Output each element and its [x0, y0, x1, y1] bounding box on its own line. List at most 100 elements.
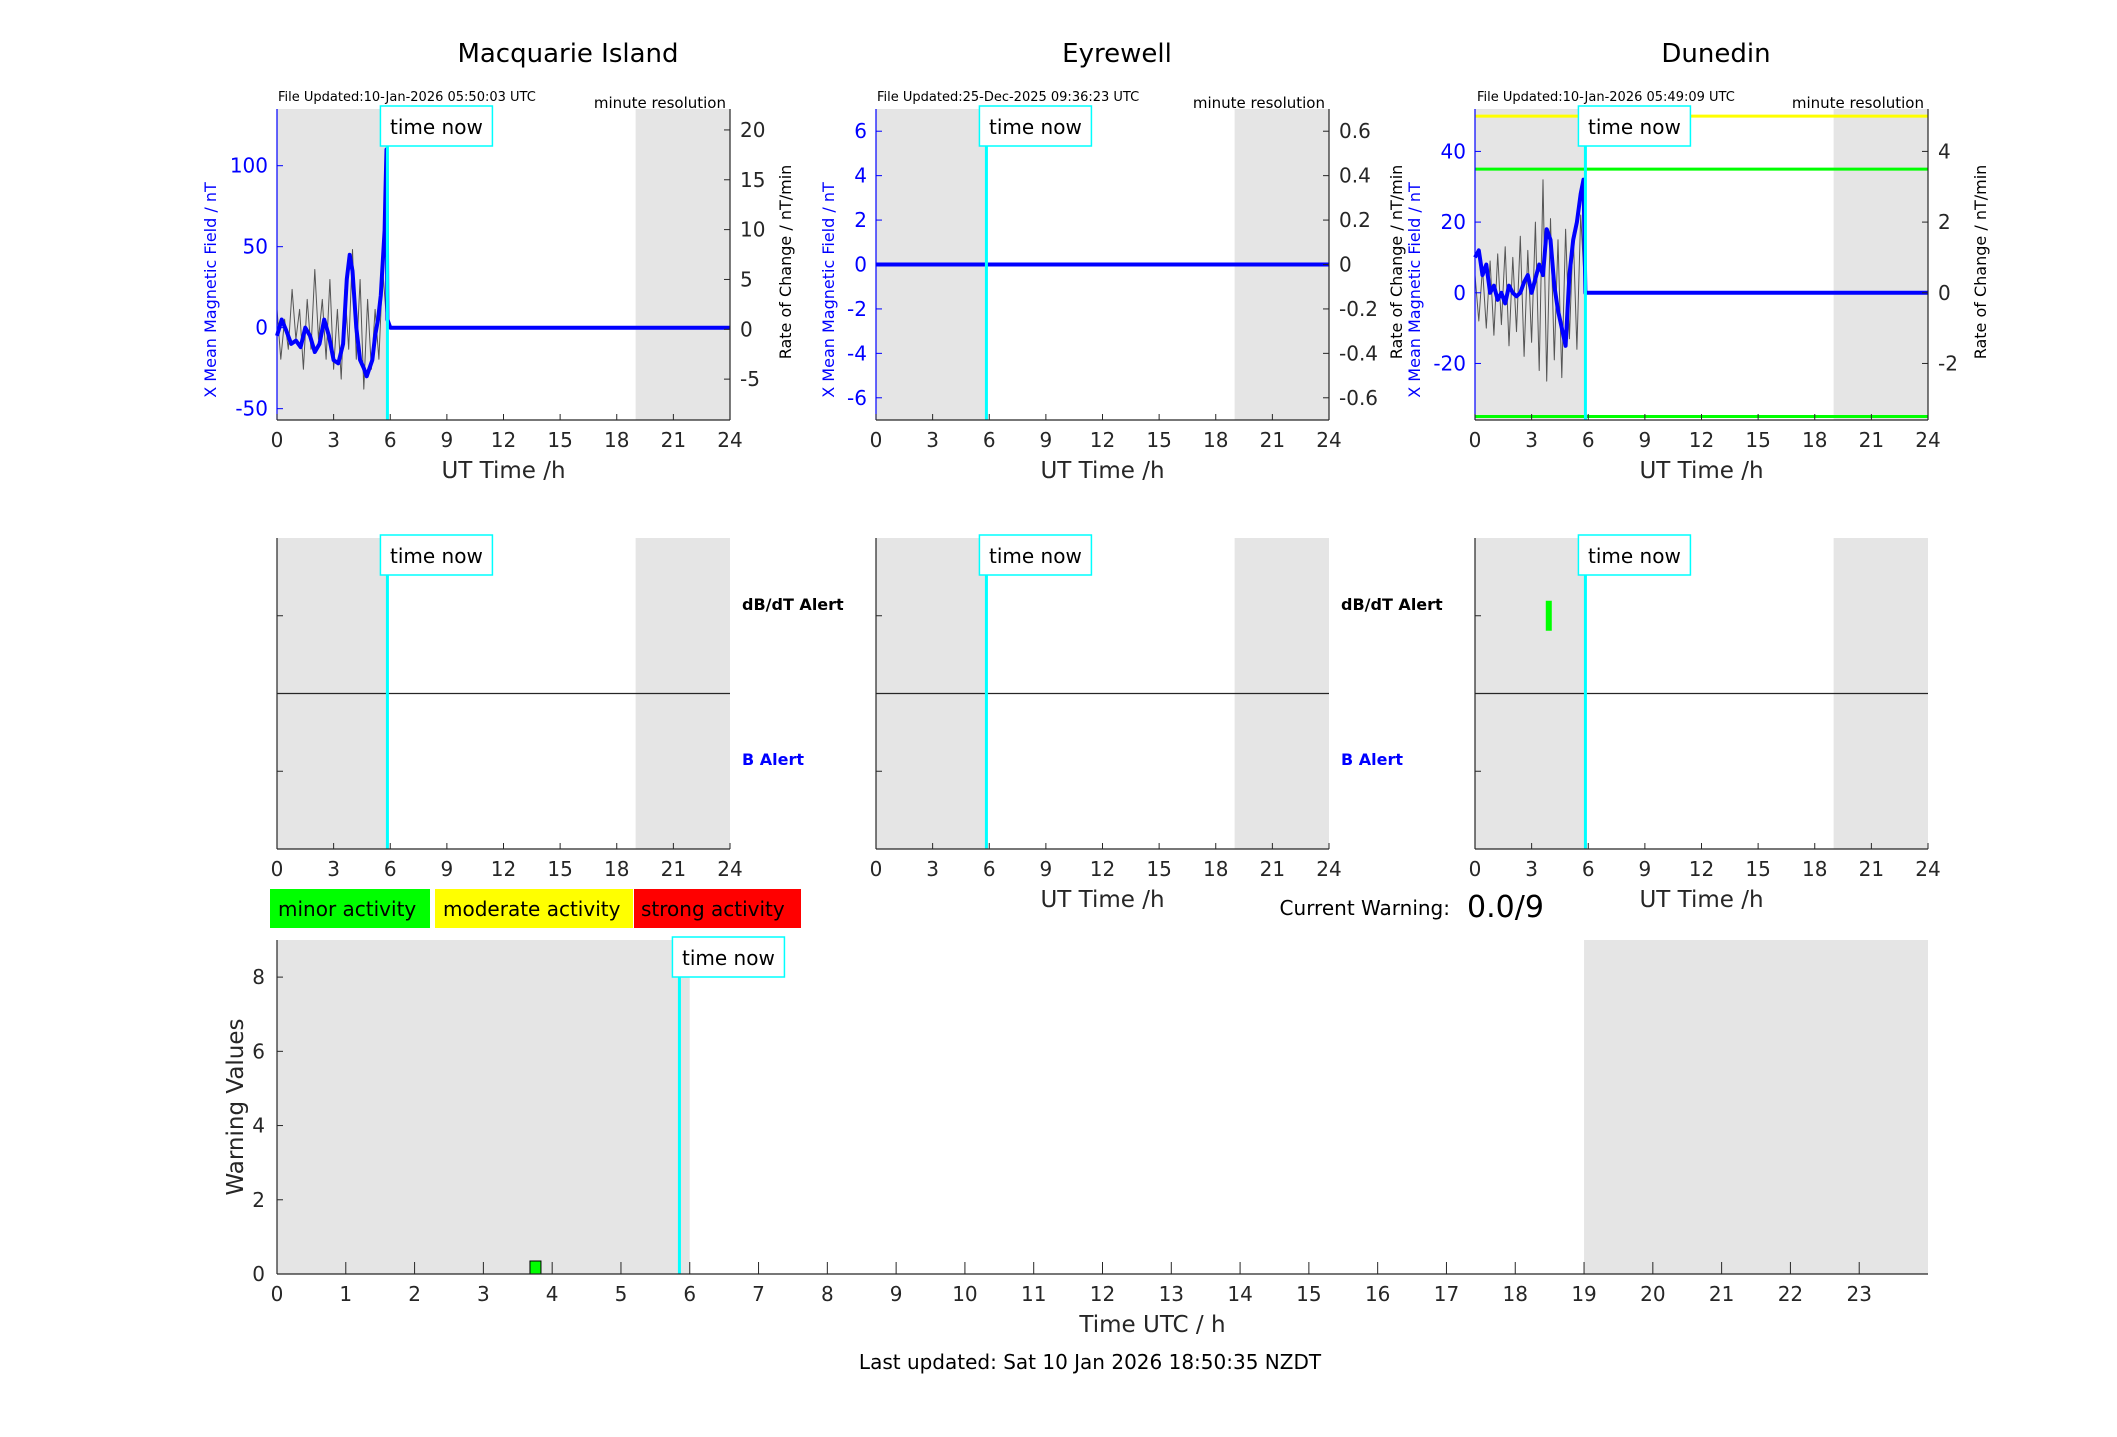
time-now-box	[1577, 534, 1692, 576]
left-axis-labels: X Mean Magnetic Field / nT X Mean Magnet…	[201, 182, 1424, 398]
x-tick-label: 15	[1146, 857, 1171, 881]
night-shading-band	[1475, 109, 1585, 420]
left-y-tick-label: 4	[854, 164, 867, 188]
night-shading-layer	[277, 109, 1928, 1274]
right-y-tick-label: 15	[740, 168, 765, 192]
x-tick-label: 17	[1434, 1282, 1459, 1306]
x-tick-label: 0	[870, 857, 883, 881]
rate-of-change-series	[1474, 179, 1585, 382]
left-y-tick-label: 50	[243, 235, 268, 259]
x-tick-label: 21	[1709, 1282, 1734, 1306]
right-y-tick-label: -2	[1938, 351, 1958, 375]
x-tick-label: 3	[1525, 857, 1538, 881]
right-y-tick-label: 10	[740, 218, 765, 242]
time-now-box	[978, 534, 1093, 576]
panel-title: Dunedin	[1661, 39, 1770, 69]
x-tick-label: 9	[441, 857, 454, 881]
right-y-tick-label: 5	[740, 267, 753, 291]
x-tick-label: 3	[327, 428, 340, 452]
x-tick-label: 3	[477, 1282, 490, 1306]
x-tick-label: 9	[441, 428, 454, 452]
x-axis-title: UT Time /h	[1040, 458, 1164, 484]
x-tick-label: 1	[339, 1282, 352, 1306]
x-tick-label: 24	[717, 428, 742, 452]
x-tick-label: 15	[547, 428, 572, 452]
left-y-tick-label: 0	[255, 316, 268, 340]
alert-row-labels: dB/dT Alert B Alert dB/dT Alert B Alert	[742, 595, 1443, 769]
resolution-label: minute resolution	[1792, 94, 1924, 112]
x-tick-label: 9	[1040, 428, 1053, 452]
legend-swatch-moderate	[435, 889, 633, 928]
x-tick-label: 24	[1915, 428, 1940, 452]
file-updated-labels: File Updated:10-Jan-2026 05:50:03 UTC Fi…	[278, 90, 1735, 105]
right-y-tick-label: 0	[1339, 253, 1352, 277]
night-shading-band	[1584, 940, 1928, 1274]
x-tick-label: 6	[384, 428, 397, 452]
panel-title: Macquarie Island	[457, 39, 678, 69]
file-updated-label: File Updated:10-Jan-2026 05:49:09 UTC	[1477, 90, 1735, 105]
x-tick-label: 21	[1260, 857, 1285, 881]
x-tick-label: 12	[1689, 857, 1714, 881]
x-axis-title: UT Time /h	[1639, 887, 1763, 913]
dbdt-alert-label: dB/dT Alert	[742, 595, 844, 614]
left-y-tick-label: 4	[252, 1114, 265, 1138]
x-tick-label: 0	[1469, 428, 1482, 452]
panel-titles: Macquarie Island Eyrewell Dunedin	[457, 39, 1770, 69]
x-axis-title: UT Time /h	[1639, 458, 1763, 484]
left-axis-label: X Mean Magnetic Field / nT	[201, 182, 220, 398]
left-y-tick-label: 20	[1441, 210, 1466, 234]
legend-swatch-strong	[634, 889, 801, 928]
legend-label-moderate: moderate activity	[443, 897, 621, 921]
left-axis-label: X Mean Magnetic Field / nT	[819, 182, 838, 398]
time-now-box	[671, 936, 786, 978]
x-tick-label: 0	[271, 428, 284, 452]
x-tick-label: 15	[1146, 428, 1171, 452]
x-tick-label: 21	[1859, 857, 1884, 881]
left-y-tick-label: 8	[252, 965, 265, 989]
resolution-label: minute resolution	[594, 94, 726, 112]
right-y-tick-label: 0.4	[1339, 164, 1371, 188]
panel-title: Eyrewell	[1062, 39, 1172, 69]
x-tick-label: 2	[408, 1282, 421, 1306]
left-y-tick-label: 2	[252, 1188, 265, 1212]
time-now-label: time now	[390, 544, 483, 568]
x-tick-label: 15	[1296, 1282, 1321, 1306]
alert-bar	[1545, 600, 1552, 631]
right-y-tick-label: 0.2	[1339, 208, 1371, 232]
legend-label-minor: minor activity	[278, 897, 416, 921]
left-y-tick-label: -2	[847, 297, 867, 321]
x-tick-label: 21	[1260, 428, 1285, 452]
x-tick-label: 23	[1846, 1282, 1871, 1306]
left-axis-label: X Mean Magnetic Field / nT	[1405, 182, 1424, 398]
x-tick-label: 24	[1915, 857, 1940, 881]
x-tick-label: 15	[1745, 857, 1770, 881]
activity-legend: minor activity moderate activity strong …	[270, 889, 801, 928]
x-tick-label: 6	[384, 857, 397, 881]
time-now-label: time now	[1588, 115, 1681, 139]
left-y-tick-label: -50	[235, 397, 268, 421]
right-y-tick-label: -0.2	[1339, 297, 1378, 321]
x-tick-label: 8	[821, 1282, 834, 1306]
right-axis-label: Rate of Change / nT/min	[776, 165, 795, 360]
x-tick-label: 3	[1525, 428, 1538, 452]
time-now-label: time now	[1588, 544, 1681, 568]
x-tick-label: 16	[1365, 1282, 1390, 1306]
x-tick-label: 24	[1316, 857, 1341, 881]
legend-swatch-minor	[270, 889, 430, 928]
left-y-tick-label: 6	[252, 1039, 265, 1063]
x-tick-label: 24	[1316, 428, 1341, 452]
time-now-label: time now	[682, 946, 775, 970]
x-tick-label: 9	[1639, 428, 1652, 452]
left-y-tick-label: 6	[854, 119, 867, 143]
x-tick-label: 9	[1639, 857, 1652, 881]
time-now-label: time now	[390, 115, 483, 139]
x-tick-label: 4	[546, 1282, 559, 1306]
x-axis-title: UT Time /h	[441, 458, 565, 484]
x-tick-label: 0	[271, 857, 284, 881]
x-tick-label: 11	[1021, 1282, 1046, 1306]
data-layer	[275, 109, 1928, 1275]
rate-of-change-series	[276, 249, 387, 390]
x-tick-label: 20	[1640, 1282, 1665, 1306]
current-warning-value: 0.0/9	[1467, 890, 1544, 925]
x-tick-label: 21	[661, 857, 686, 881]
